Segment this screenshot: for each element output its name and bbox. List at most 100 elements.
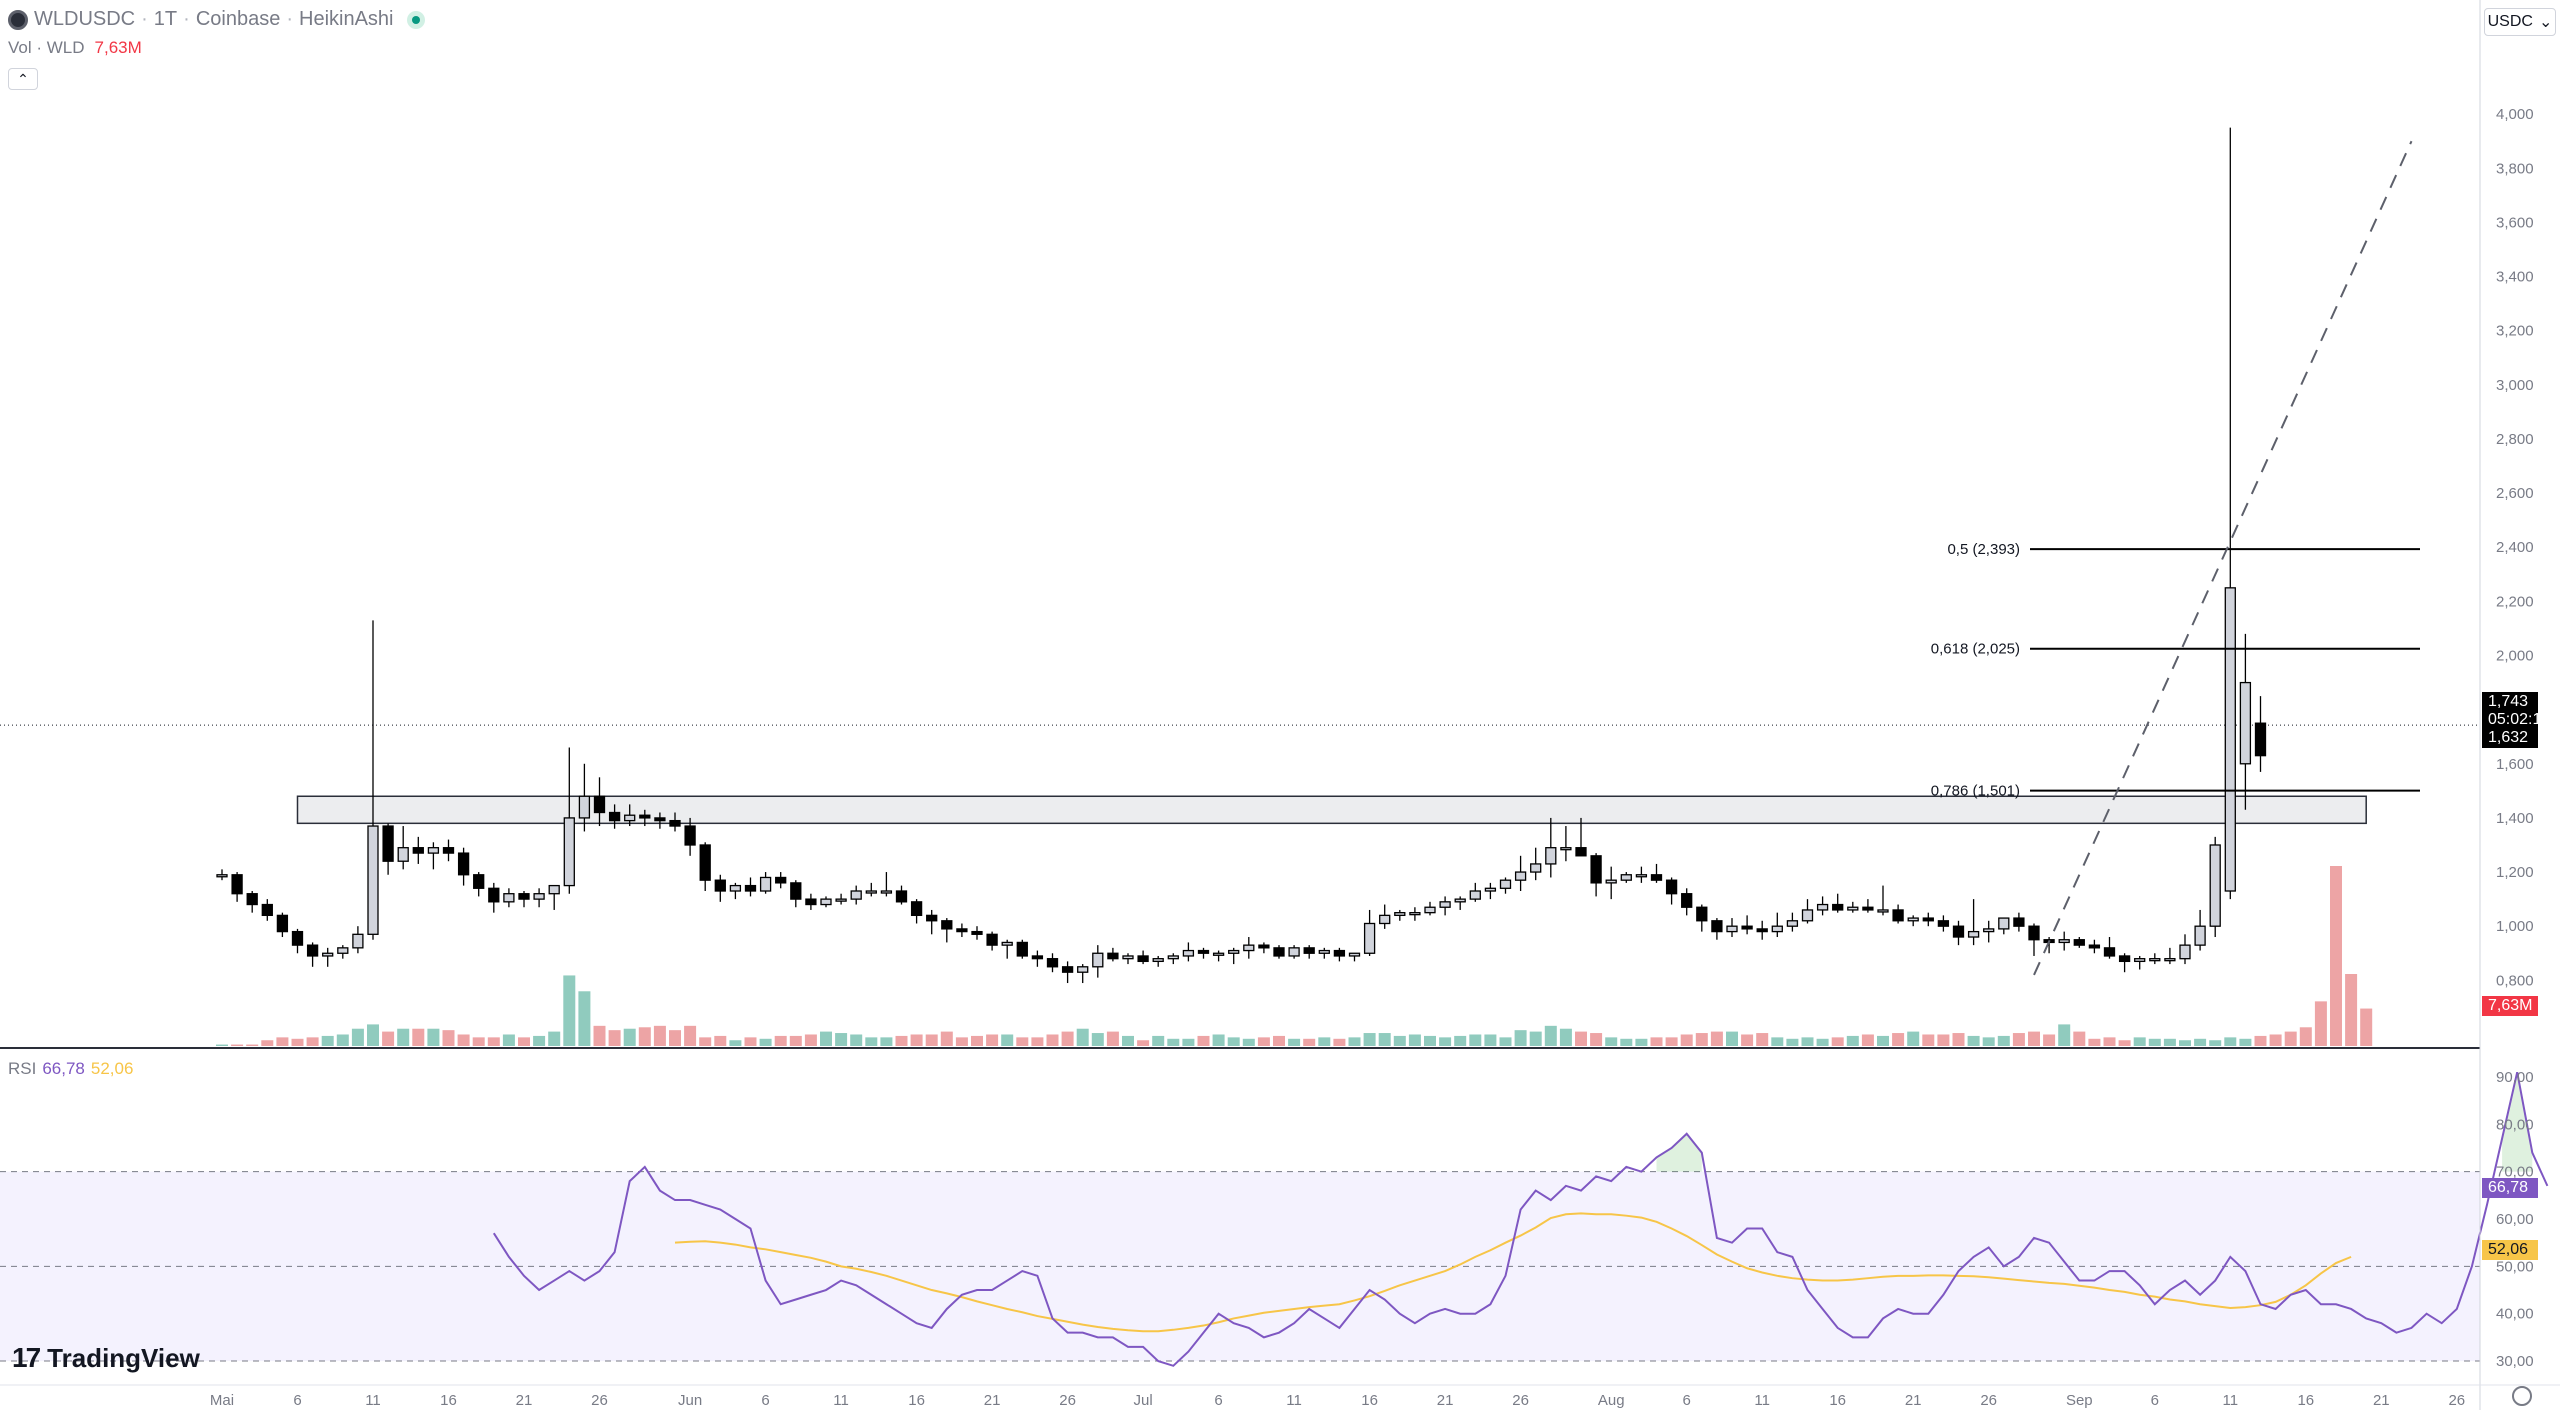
candle-body[interactable] <box>1001 941 1013 946</box>
candle-body[interactable] <box>1922 917 1934 922</box>
candle-body[interactable] <box>2179 944 2191 960</box>
candle-body[interactable] <box>1756 928 1768 933</box>
candle-body[interactable] <box>624 814 636 822</box>
candle-body[interactable] <box>729 884 742 892</box>
trend-line[interactable] <box>2033 140 2413 976</box>
candle-body[interactable] <box>367 825 379 935</box>
candle-body[interactable] <box>1832 903 1844 911</box>
market-status-icon[interactable] <box>407 10 426 29</box>
candle-body[interactable] <box>1228 949 1240 954</box>
candle-body[interactable] <box>1650 874 1663 881</box>
candle-body[interactable] <box>231 874 243 895</box>
tradingview-logo[interactable]: 17 TradingView <box>12 1342 200 1374</box>
candle-body[interactable] <box>1484 887 1497 892</box>
candle-body[interactable] <box>1454 898 1466 903</box>
candle-body[interactable] <box>1530 863 1542 873</box>
candle-body[interactable] <box>2149 958 2161 962</box>
candle-body[interactable] <box>1681 893 1693 908</box>
candle-body[interactable] <box>790 882 802 900</box>
candle-body[interactable] <box>926 914 938 922</box>
candle-body[interactable] <box>1816 903 1829 911</box>
candle-body[interactable] <box>971 930 983 935</box>
candle-body[interactable] <box>1499 879 1512 889</box>
candle-body[interactable] <box>306 944 319 957</box>
candle-body[interactable] <box>397 847 409 862</box>
candle-body[interactable] <box>1061 966 1074 973</box>
candle-body[interactable] <box>1635 874 1648 878</box>
candle-body[interactable] <box>1605 879 1617 884</box>
candle-body[interactable] <box>699 844 711 881</box>
candle-body[interactable] <box>261 903 273 917</box>
candle-body[interactable] <box>1394 912 1406 917</box>
candle-body[interactable] <box>2239 681 2252 765</box>
candle-body[interactable] <box>1077 966 1089 973</box>
candle-body[interactable] <box>1046 958 1059 968</box>
candle-body[interactable] <box>1590 855 1602 884</box>
candle-body[interactable] <box>1514 871 1527 881</box>
candle-body[interactable] <box>714 879 726 892</box>
candle-body[interactable] <box>518 893 530 900</box>
candle-body[interactable] <box>1967 930 1980 938</box>
candle-body[interactable] <box>2194 925 2206 946</box>
candle-body[interactable] <box>956 928 968 933</box>
candle-body[interactable] <box>337 947 349 954</box>
candle-body[interactable] <box>2088 944 2101 949</box>
candle-body[interactable] <box>442 847 455 854</box>
candle-body[interactable] <box>1167 955 1179 960</box>
candle-body[interactable] <box>775 876 787 884</box>
volume-legend[interactable]: Vol · WLD 7,63M <box>8 38 142 58</box>
collapse-legend-button[interactable]: ⌃ <box>8 68 38 90</box>
candle-body[interactable] <box>2254 722 2267 757</box>
candle-body[interactable] <box>2103 947 2116 957</box>
currency-button[interactable]: USDC ⌄ <box>2484 8 2556 36</box>
candle-body[interactable] <box>1243 944 1255 952</box>
candle-body[interactable] <box>1031 955 1044 960</box>
candle-body[interactable] <box>654 817 666 822</box>
candle-body[interactable] <box>1952 925 1965 938</box>
candle-body[interactable] <box>1303 947 1315 954</box>
candle-body[interactable] <box>2209 844 2221 927</box>
candle-body[interactable] <box>1258 944 1270 949</box>
candle-body[interactable] <box>895 890 908 903</box>
candle-body[interactable] <box>457 852 470 876</box>
candle-body[interactable] <box>246 893 258 906</box>
candle-body[interactable] <box>910 901 923 917</box>
candle-body[interactable] <box>1273 947 1285 957</box>
candle-body[interactable] <box>276 914 289 933</box>
candle-body[interactable] <box>1439 901 1451 908</box>
candle-body[interactable] <box>533 893 545 900</box>
candle-body[interactable] <box>548 884 560 895</box>
candle-body[interactable] <box>1575 847 1587 857</box>
candle-body[interactable] <box>1182 949 1195 957</box>
candle-body[interactable] <box>1137 955 1149 963</box>
candle-body[interactable] <box>382 825 394 862</box>
candle-body[interactable] <box>1771 925 1783 933</box>
candle-body[interactable] <box>1620 874 1632 881</box>
candle-body[interactable] <box>608 811 621 822</box>
candle-body[interactable] <box>578 795 591 819</box>
candle-body[interactable] <box>1696 906 1708 922</box>
candle-body[interactable] <box>1122 955 1134 960</box>
candle-body[interactable] <box>1212 952 1225 956</box>
candle-body[interactable] <box>322 952 334 957</box>
candle-body[interactable] <box>2013 917 2025 927</box>
candle-body[interactable] <box>352 933 364 949</box>
candle-body[interactable] <box>1152 958 1164 963</box>
candle-body[interactable] <box>1363 922 1376 954</box>
candle-body[interactable] <box>1801 909 1814 922</box>
candle-body[interactable] <box>488 887 500 903</box>
candle-body[interactable] <box>2073 939 2085 946</box>
candle-body[interactable] <box>1333 949 1346 957</box>
candle-body[interactable] <box>1424 906 1436 914</box>
candle-body[interactable] <box>216 874 228 878</box>
interval[interactable]: 1T <box>153 8 178 30</box>
candle-body[interactable] <box>986 933 998 946</box>
candle-body[interactable] <box>805 898 817 906</box>
candle-body[interactable] <box>759 876 772 892</box>
candle-body[interactable] <box>1107 952 1119 960</box>
candle-body[interactable] <box>291 930 304 946</box>
candle-body[interactable] <box>2028 925 2040 941</box>
candle-body[interactable] <box>1016 941 1028 957</box>
candle-body[interactable] <box>1983 928 1995 933</box>
support-zone-rect[interactable] <box>296 795 2367 825</box>
